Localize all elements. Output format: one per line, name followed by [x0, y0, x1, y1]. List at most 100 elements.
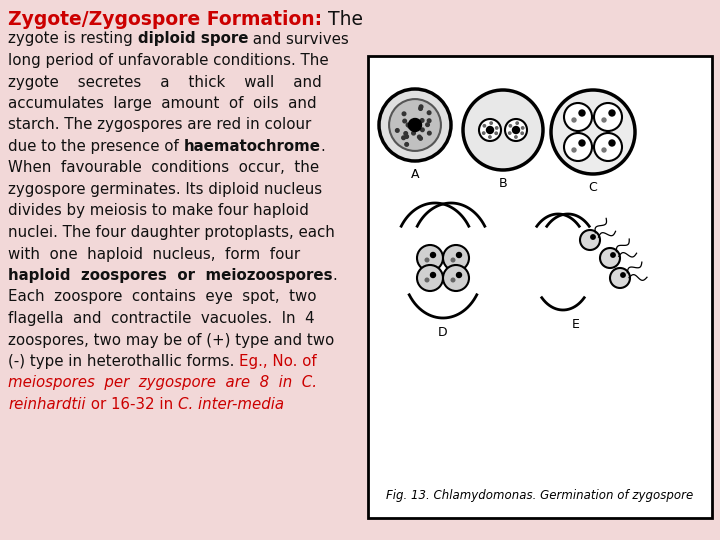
Circle shape — [521, 127, 524, 129]
Circle shape — [451, 278, 455, 282]
Circle shape — [610, 268, 630, 288]
Circle shape — [431, 273, 436, 278]
Circle shape — [418, 135, 421, 139]
Circle shape — [419, 107, 423, 110]
Text: or 16-32 in: or 16-32 in — [86, 397, 178, 412]
Circle shape — [611, 253, 615, 257]
Circle shape — [379, 89, 451, 161]
Circle shape — [495, 132, 498, 134]
Circle shape — [395, 129, 399, 132]
Text: Fig. 13. Chlamydomonas. Germination of zygospore: Fig. 13. Chlamydomonas. Germination of z… — [387, 489, 693, 502]
Text: Zygote/Zygospore Formation:: Zygote/Zygospore Formation: — [8, 10, 322, 29]
Text: C. inter-media: C. inter-media — [178, 397, 284, 412]
Text: haploid  zoospores  or  meiozoospores: haploid zoospores or meiozoospores — [8, 268, 333, 283]
Text: zygospore germinates. Its diploid nucleus: zygospore germinates. Its diploid nucleu… — [8, 182, 322, 197]
Text: due to the presence of: due to the presence of — [8, 139, 184, 154]
Text: .: . — [320, 139, 325, 154]
Text: haematochrome: haematochrome — [184, 139, 320, 154]
Circle shape — [428, 119, 431, 123]
Circle shape — [490, 122, 492, 124]
Circle shape — [508, 132, 511, 134]
Text: (-) type in heterothallic forms.: (-) type in heterothallic forms. — [8, 354, 239, 369]
Circle shape — [426, 258, 429, 262]
Circle shape — [564, 133, 592, 161]
Circle shape — [513, 126, 520, 133]
Text: starch. The zygospores are red in colour: starch. The zygospores are red in colour — [8, 118, 311, 132]
Text: meiospores  per  zygospore  are  8  in  C.: meiospores per zygospore are 8 in C. — [8, 375, 317, 390]
Circle shape — [594, 133, 622, 161]
Circle shape — [579, 110, 585, 116]
Circle shape — [402, 112, 406, 116]
Text: zygote    secretes    a    thick    wall    and: zygote secretes a thick wall and — [8, 75, 322, 90]
Circle shape — [413, 126, 417, 130]
Text: A: A — [410, 168, 419, 181]
Circle shape — [594, 103, 622, 131]
Circle shape — [419, 137, 423, 140]
Circle shape — [572, 148, 576, 152]
Circle shape — [405, 135, 408, 138]
Text: zygote is resting: zygote is resting — [8, 31, 138, 46]
Text: Each  zoospore  contains  eye  spot,  two: Each zoospore contains eye spot, two — [8, 289, 317, 305]
Text: B: B — [499, 177, 508, 190]
Circle shape — [489, 136, 491, 138]
Circle shape — [591, 235, 595, 239]
Circle shape — [600, 248, 620, 268]
Text: and survives: and survives — [248, 31, 348, 46]
Text: The: The — [322, 10, 363, 29]
Circle shape — [426, 123, 429, 126]
Circle shape — [417, 265, 443, 291]
Circle shape — [487, 126, 493, 133]
Circle shape — [451, 258, 455, 262]
Circle shape — [426, 278, 429, 282]
Text: D: D — [438, 326, 448, 339]
Circle shape — [389, 99, 441, 151]
Circle shape — [602, 148, 606, 152]
Circle shape — [572, 118, 576, 122]
Circle shape — [420, 119, 424, 122]
Text: diploid spore: diploid spore — [138, 31, 248, 46]
Circle shape — [579, 140, 585, 146]
Text: .: . — [333, 268, 338, 283]
Text: When  favourable  conditions  occur,  the: When favourable conditions occur, the — [8, 160, 319, 176]
FancyBboxPatch shape — [368, 56, 712, 518]
Circle shape — [406, 123, 410, 127]
Circle shape — [551, 90, 635, 174]
Circle shape — [412, 131, 415, 135]
Circle shape — [495, 127, 498, 129]
Text: flagella  and  contractile  vacuoles.  In  4: flagella and contractile vacuoles. In 4 — [8, 311, 315, 326]
Text: reinhardtii: reinhardtii — [8, 397, 86, 412]
Circle shape — [405, 143, 408, 146]
Circle shape — [509, 125, 512, 127]
Circle shape — [515, 136, 517, 138]
Circle shape — [404, 132, 408, 136]
Circle shape — [420, 128, 424, 132]
Circle shape — [402, 136, 405, 139]
Circle shape — [403, 119, 407, 123]
Circle shape — [431, 253, 436, 258]
Circle shape — [419, 105, 423, 109]
Circle shape — [521, 132, 523, 134]
Circle shape — [483, 125, 485, 127]
Circle shape — [580, 230, 600, 250]
Circle shape — [427, 111, 431, 114]
Text: C: C — [589, 181, 598, 194]
Text: with  one  haploid  nucleus,  form  four: with one haploid nucleus, form four — [8, 246, 300, 261]
Circle shape — [505, 119, 527, 141]
Text: divides by meiosis to make four haploid: divides by meiosis to make four haploid — [8, 204, 309, 219]
Circle shape — [443, 245, 469, 271]
Circle shape — [621, 273, 625, 277]
Circle shape — [463, 90, 543, 170]
Text: zoospores, two may be of (+) type and two: zoospores, two may be of (+) type and tw… — [8, 333, 334, 348]
Circle shape — [609, 110, 615, 116]
Circle shape — [564, 103, 592, 131]
Circle shape — [602, 118, 606, 122]
Circle shape — [456, 253, 462, 258]
Circle shape — [408, 125, 412, 128]
Circle shape — [482, 132, 485, 134]
Text: long period of unfavorable conditions. The: long period of unfavorable conditions. T… — [8, 53, 328, 68]
Text: accumulates  large  amount  of  oils  and: accumulates large amount of oils and — [8, 96, 317, 111]
Circle shape — [415, 119, 419, 123]
Circle shape — [479, 119, 501, 141]
Circle shape — [456, 273, 462, 278]
Circle shape — [516, 122, 518, 124]
